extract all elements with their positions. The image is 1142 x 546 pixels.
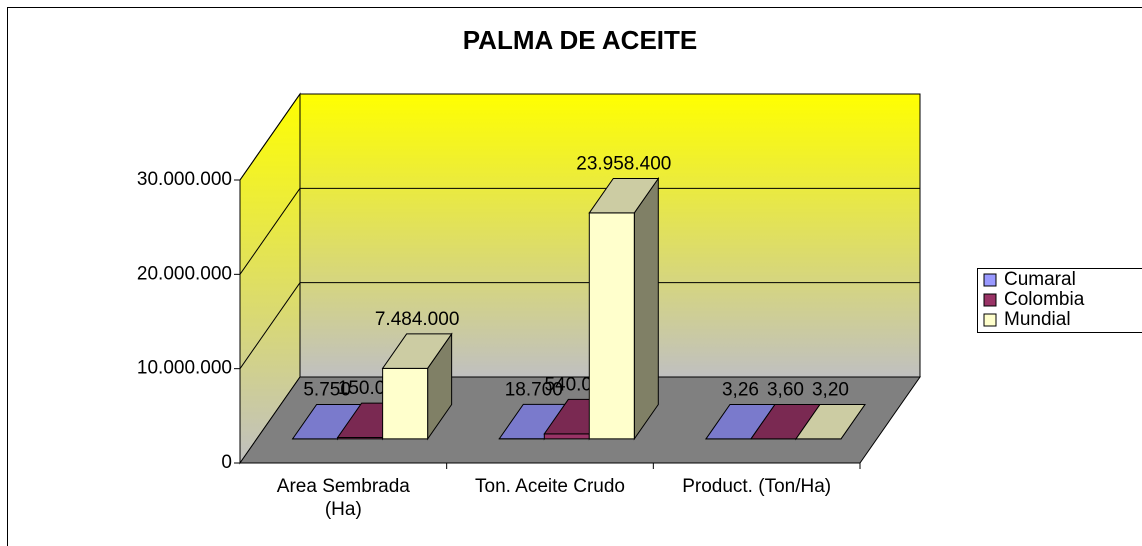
y-tick-label: 30.000.000 xyxy=(137,169,232,190)
y-tick-label: 20.000.000 xyxy=(137,263,232,284)
bar xyxy=(381,332,453,441)
legend-swatch xyxy=(983,313,997,327)
bar-side xyxy=(633,176,659,441)
data-label: 7.484.000 xyxy=(375,309,460,330)
legend-swatch xyxy=(983,273,997,287)
bar-front xyxy=(588,212,635,440)
bar-top xyxy=(381,333,453,369)
x-tick-label: Product. (Ton/Ha) xyxy=(682,476,832,497)
bar xyxy=(795,402,866,441)
legend-swatch xyxy=(983,293,997,307)
data-label: 5.750 xyxy=(303,379,351,400)
bar-front xyxy=(543,433,590,440)
data-label: 3,60 xyxy=(767,380,804,401)
legend-box xyxy=(977,268,1142,333)
legend-label: Cumaral xyxy=(1004,269,1076,290)
chart-title: PALMA DE ACEITE xyxy=(463,25,697,55)
bar-top xyxy=(795,404,866,440)
legend-label: Mundial xyxy=(1004,309,1071,330)
grid-line xyxy=(239,188,301,275)
data-label: 3,20 xyxy=(812,380,849,401)
legend-label: Colombia xyxy=(1004,289,1085,310)
bar-front xyxy=(382,367,429,440)
x-tick-label: Area Sembrada (Ha) xyxy=(276,476,410,520)
y-tick-label: 0 xyxy=(221,452,232,473)
x-tick-label: Ton. Aceite Crudo xyxy=(475,476,625,497)
data-label: 18.700 xyxy=(505,379,563,400)
grid-line xyxy=(239,282,301,369)
bar-top xyxy=(588,178,660,214)
data-label: 23.958.400 xyxy=(576,154,671,175)
data-label: 3,26 xyxy=(722,380,759,401)
grid-line xyxy=(239,93,301,181)
bar xyxy=(588,176,660,441)
y-tick-label: 10.000.000 xyxy=(137,358,232,379)
